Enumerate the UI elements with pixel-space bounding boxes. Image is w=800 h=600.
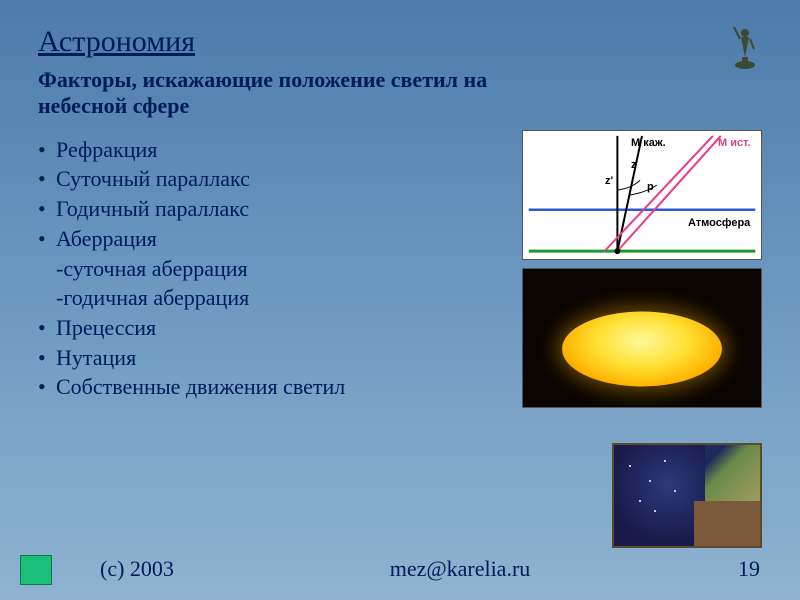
- list-item: - годичная аберрация: [38, 283, 502, 313]
- page-title: Астрономия: [0, 0, 800, 67]
- bullet-marker: •: [38, 224, 56, 254]
- true-ray-1: [617, 136, 720, 251]
- star-dot: [654, 510, 656, 512]
- label-p: p: [647, 181, 654, 193]
- list-item: •Годичный параллакс: [38, 194, 502, 224]
- bullet-text: Нутация: [56, 343, 136, 373]
- label-m-ist: М ист.: [718, 137, 751, 149]
- true-ray-2: [605, 136, 713, 251]
- page-subtitle: Факторы, искажающие положение светил на …: [0, 67, 800, 130]
- bullet-marker: •: [38, 313, 56, 343]
- flam-sky: [614, 445, 705, 546]
- star-dot: [664, 460, 666, 462]
- label-m-kazh: М каж.: [631, 137, 666, 149]
- footer-copyright: (c) 2003: [40, 556, 280, 582]
- sun-disc: [562, 311, 722, 386]
- subtitle-line2: небесной сфере: [38, 93, 189, 118]
- bullet-text: Прецессия: [56, 313, 156, 343]
- label-z: z: [631, 159, 637, 171]
- label-z-prime: z': [605, 175, 613, 187]
- footer-email: mez@karelia.ru: [280, 556, 640, 582]
- list-item: •Рефракция: [38, 135, 502, 165]
- flammarion-engraving: [612, 443, 762, 548]
- bullet-marker: •: [38, 343, 56, 373]
- flam-ground: [694, 501, 760, 546]
- label-atmosphere: Атмосфера: [688, 217, 750, 229]
- bullet-text: Собственные движения светил: [56, 372, 345, 402]
- bullet-list: •Рефракция•Суточный параллакс•Годичный п…: [38, 130, 502, 408]
- list-item: - суточная аберрация: [38, 254, 502, 284]
- bullet-text: суточная аберрация: [63, 254, 247, 284]
- refraction-diagram: М каж. М ист. z z' p Атмосфера: [522, 130, 762, 260]
- list-item: •Суточный параллакс: [38, 164, 502, 194]
- subtitle-line1: Факторы, искажающие положение светил на: [38, 67, 487, 92]
- star-dot: [674, 490, 676, 492]
- bullet-text: годичная аберрация: [63, 283, 249, 313]
- bullet-marker: •: [38, 135, 56, 165]
- star-dot: [639, 500, 641, 502]
- statue-icon: [730, 15, 760, 70]
- bullet-marker: •: [38, 372, 56, 402]
- list-item: •Аберрация: [38, 224, 502, 254]
- bullet-text: Аберрация: [56, 224, 157, 254]
- list-item: •Прецессия: [38, 313, 502, 343]
- content-area: •Рефракция•Суточный параллакс•Годичный п…: [0, 130, 800, 408]
- star-dot: [649, 480, 651, 482]
- list-item: •Нутация: [38, 343, 502, 373]
- bullet-marker: •: [38, 194, 56, 224]
- footer: (c) 2003 mez@karelia.ru 19: [0, 556, 800, 582]
- bullet-text: Годичный параллакс: [56, 194, 249, 224]
- footer-page: 19: [640, 556, 760, 582]
- arc-z: [617, 180, 640, 190]
- bullet-marker: •: [38, 164, 56, 194]
- image-column: М каж. М ист. z z' p Атмосфера: [502, 130, 762, 408]
- bullet-text: Суточный параллакс: [56, 164, 250, 194]
- sun-refraction-photo: [522, 268, 762, 408]
- list-item: •Собственные движения светил: [38, 372, 502, 402]
- star-dot: [629, 465, 631, 467]
- bullet-text: Рефракция: [56, 135, 157, 165]
